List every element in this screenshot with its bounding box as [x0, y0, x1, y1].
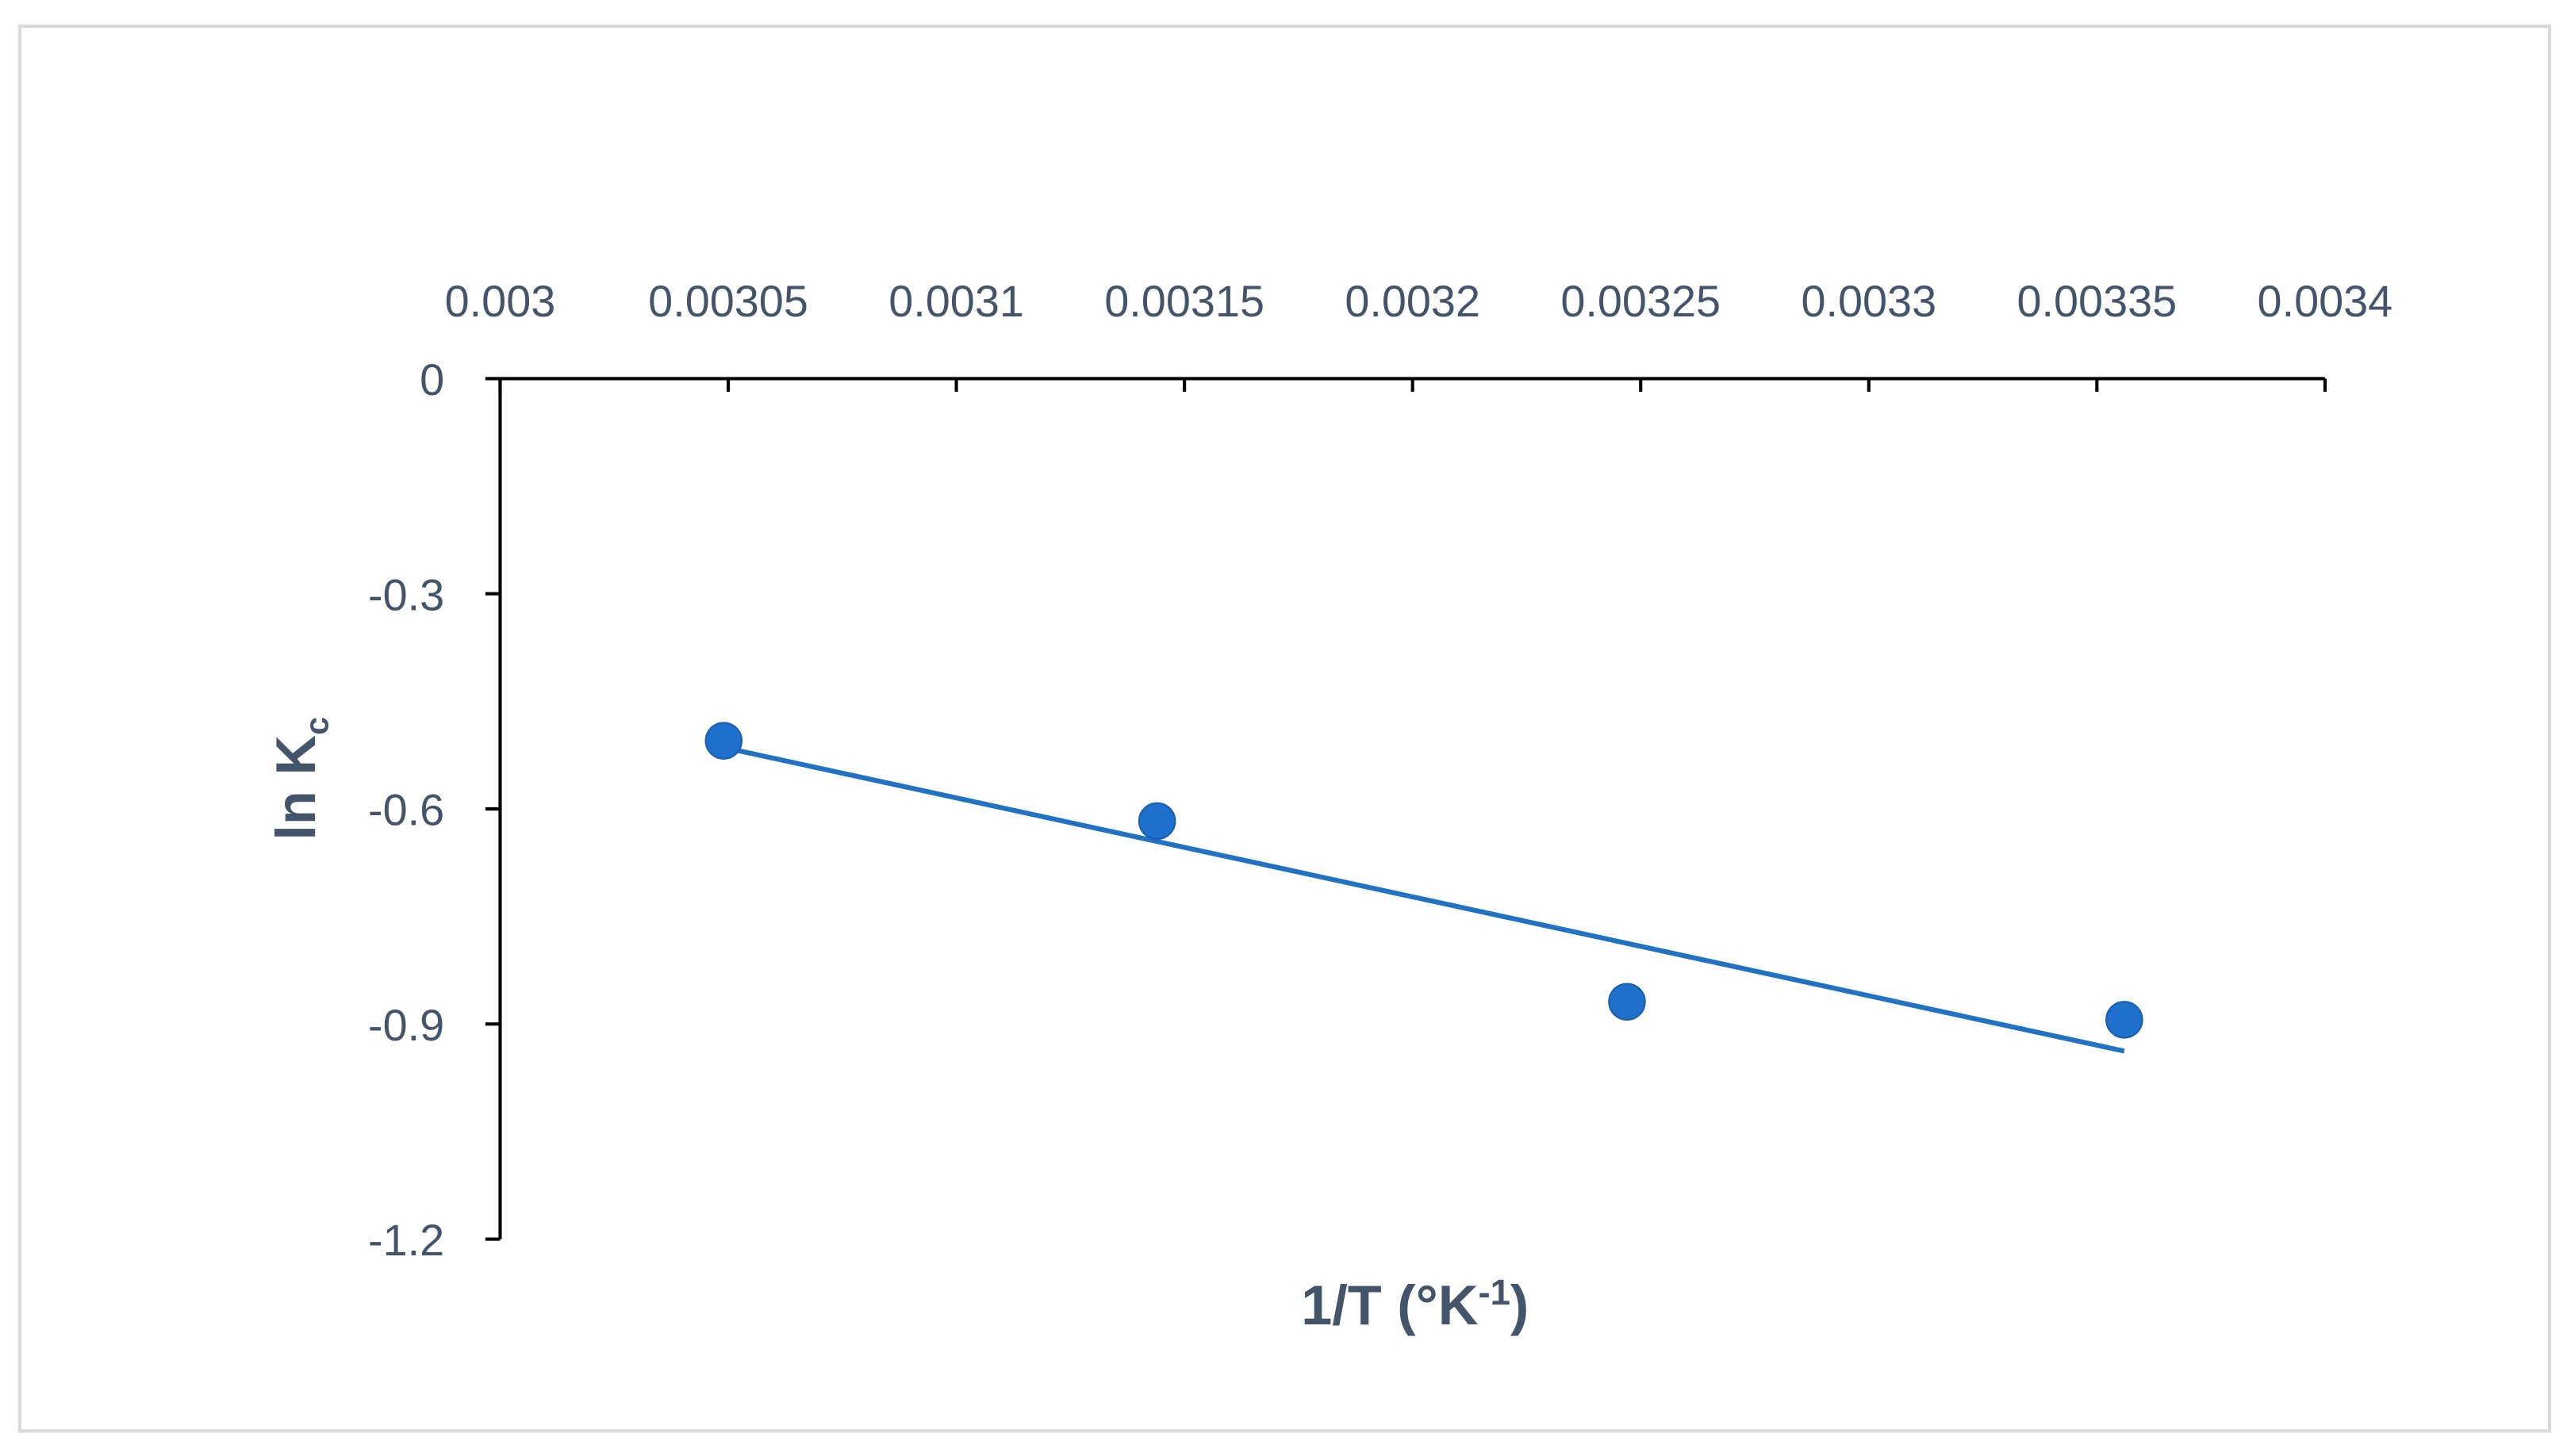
x-tick-label: 0.00315 — [1104, 276, 1264, 326]
y-tick-label: -0.6 — [368, 785, 444, 835]
x-axis-title-end: ) — [1510, 1274, 1529, 1336]
data-point — [704, 722, 743, 760]
y-axis-title-main: ln K — [264, 735, 327, 841]
data-point — [2105, 1001, 2143, 1039]
x-axis-title: 1/T (°K-1) — [1301, 1272, 1529, 1336]
x-tick-label: 0.0031 — [888, 276, 1024, 326]
chart-frame — [17, 25, 2552, 1433]
x-tick-label: 0.00335 — [2017, 276, 2177, 326]
y-axis-title: ln Kc — [264, 717, 336, 841]
y-tick-label: -0.3 — [368, 569, 444, 619]
x-tick-label: 0.003 — [445, 276, 556, 326]
x-axis-title-sup: -1 — [1479, 1272, 1510, 1312]
x-tick-label: 0.0033 — [1801, 276, 1936, 326]
x-tick-label: 0.0032 — [1345, 276, 1480, 326]
x-tick-label: 0.00325 — [1560, 276, 1721, 326]
trendline — [723, 745, 2125, 1054]
x-axis-title-main: 1/T (°K — [1301, 1274, 1479, 1336]
data-point — [1138, 802, 1176, 841]
y-tick-label: -1.2 — [368, 1215, 444, 1265]
y-axis-title-sub: c — [298, 717, 335, 735]
y-tick-label: -0.9 — [368, 1000, 444, 1050]
x-tick-label: 0.00305 — [648, 276, 808, 326]
x-tick-label: 0.0034 — [2258, 276, 2393, 326]
y-tick-label: 0 — [420, 354, 444, 404]
data-point — [1608, 983, 1646, 1021]
